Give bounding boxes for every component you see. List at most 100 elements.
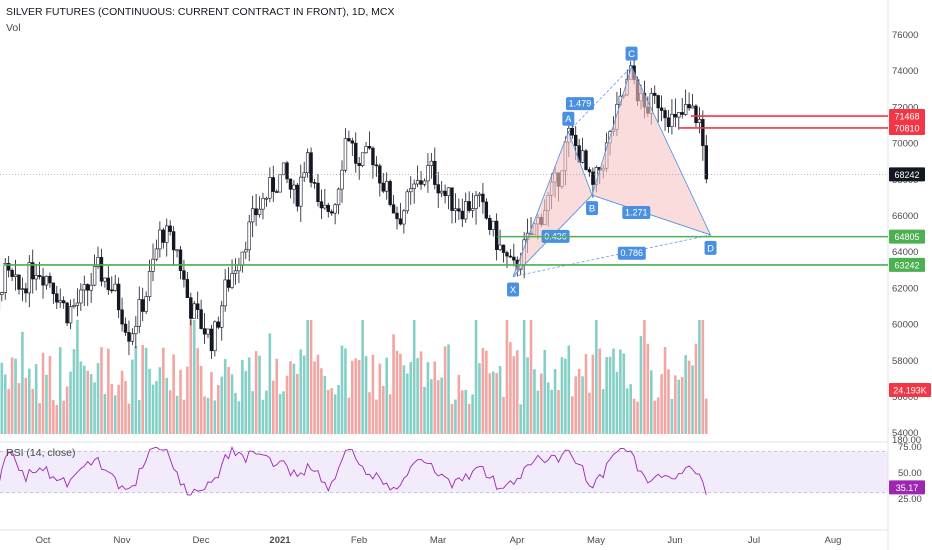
candle-body bbox=[663, 110, 667, 119]
rsi-line bbox=[0, 445, 707, 496]
candle-body bbox=[206, 328, 210, 335]
volume-bar bbox=[546, 382, 550, 434]
candle-body bbox=[240, 251, 245, 266]
volume-bar bbox=[691, 365, 694, 434]
volume-bar bbox=[423, 386, 426, 434]
candle-body bbox=[330, 211, 334, 214]
candle-body bbox=[192, 303, 196, 319]
volume-bar bbox=[3, 374, 7, 434]
candle-body bbox=[340, 169, 344, 190]
volume-bar bbox=[440, 377, 443, 434]
price-level-label: 70810 bbox=[894, 123, 919, 133]
volume-bar bbox=[357, 360, 361, 434]
candle-body bbox=[316, 182, 320, 202]
volume-bar bbox=[399, 353, 402, 434]
volume-bar bbox=[120, 370, 124, 434]
volume-bar bbox=[687, 360, 691, 434]
candle-body bbox=[498, 244, 502, 250]
volume-bar bbox=[62, 400, 65, 434]
candle-body bbox=[343, 138, 348, 171]
candle-body bbox=[656, 95, 660, 109]
volume-bar bbox=[536, 390, 540, 434]
volume-bar bbox=[574, 376, 577, 434]
candle-body bbox=[134, 326, 138, 335]
time-tick-label: Dec bbox=[193, 535, 210, 546]
candle-body bbox=[127, 332, 131, 342]
candle-body bbox=[168, 225, 172, 232]
volume-bar bbox=[289, 361, 292, 434]
volume-bar bbox=[471, 394, 474, 434]
candle-body bbox=[364, 146, 368, 154]
candle-body bbox=[120, 309, 124, 325]
candle-body bbox=[587, 169, 592, 173]
candle-body bbox=[271, 177, 275, 192]
candle-body bbox=[670, 113, 674, 127]
rsi-band bbox=[0, 451, 888, 493]
volume-bar bbox=[371, 354, 375, 434]
volume-bar bbox=[52, 400, 55, 434]
volume-bar bbox=[131, 359, 134, 434]
volume-bar bbox=[632, 398, 636, 434]
candle-body bbox=[275, 191, 279, 193]
volume-bar bbox=[460, 390, 464, 434]
candle-body bbox=[158, 229, 162, 250]
candle-body bbox=[130, 333, 135, 342]
candle-body bbox=[336, 188, 341, 206]
volume-bar bbox=[10, 357, 14, 434]
candle-body bbox=[481, 193, 485, 203]
volume-bar bbox=[172, 354, 175, 434]
volume-bar bbox=[76, 320, 79, 434]
candle-body bbox=[278, 174, 282, 193]
candle-body bbox=[433, 160, 437, 185]
volume-bar bbox=[254, 351, 258, 434]
volume-bar bbox=[206, 397, 210, 434]
candle-body bbox=[422, 180, 427, 185]
candle-body bbox=[17, 274, 21, 290]
volume-bar bbox=[584, 354, 588, 434]
price-tick-label: 56000 bbox=[892, 392, 918, 403]
volume-bar bbox=[179, 369, 182, 434]
time-tick-label: Jul bbox=[748, 535, 760, 546]
candle-body bbox=[326, 204, 330, 212]
candle-body bbox=[209, 328, 214, 352]
candle-body bbox=[505, 252, 509, 257]
volume-bar bbox=[443, 346, 447, 434]
volume-bar bbox=[244, 371, 248, 434]
candle-body bbox=[55, 293, 59, 303]
volume-bar bbox=[79, 361, 83, 434]
price-level-badge bbox=[889, 109, 925, 124]
volume-bar bbox=[636, 401, 639, 434]
volume-bar bbox=[646, 343, 650, 434]
candle-body bbox=[237, 264, 241, 272]
volume-bar bbox=[165, 377, 169, 434]
time-tick-label: Aug bbox=[825, 535, 842, 546]
volume-bar bbox=[426, 362, 430, 434]
candle-body bbox=[6, 263, 11, 271]
candle-body bbox=[75, 302, 80, 306]
price-level-label: 64805 bbox=[894, 232, 919, 242]
volume-bar bbox=[340, 345, 344, 434]
candle-body bbox=[426, 165, 430, 182]
volume-bar bbox=[447, 344, 450, 434]
volume-bar bbox=[684, 355, 687, 434]
volume-bar bbox=[512, 356, 516, 434]
volume-bar bbox=[656, 397, 660, 434]
volume-bar bbox=[299, 349, 303, 434]
volume-bar bbox=[694, 343, 698, 434]
candle-body bbox=[288, 178, 293, 190]
volume-bar bbox=[375, 399, 378, 434]
price-tick-label: 72000 bbox=[892, 102, 918, 113]
price-tick-label: 74000 bbox=[892, 66, 918, 77]
volume-bar bbox=[436, 380, 440, 434]
candle-body bbox=[189, 297, 193, 319]
candle-body bbox=[501, 244, 506, 253]
volume-bar bbox=[103, 393, 107, 434]
volume-bar bbox=[615, 371, 619, 434]
candle-body bbox=[690, 105, 695, 109]
pattern-point-label: A bbox=[565, 114, 572, 125]
volume-bar bbox=[261, 399, 265, 434]
volume-bar bbox=[550, 389, 553, 434]
candle-body bbox=[31, 262, 35, 280]
volume-bar bbox=[639, 335, 643, 434]
